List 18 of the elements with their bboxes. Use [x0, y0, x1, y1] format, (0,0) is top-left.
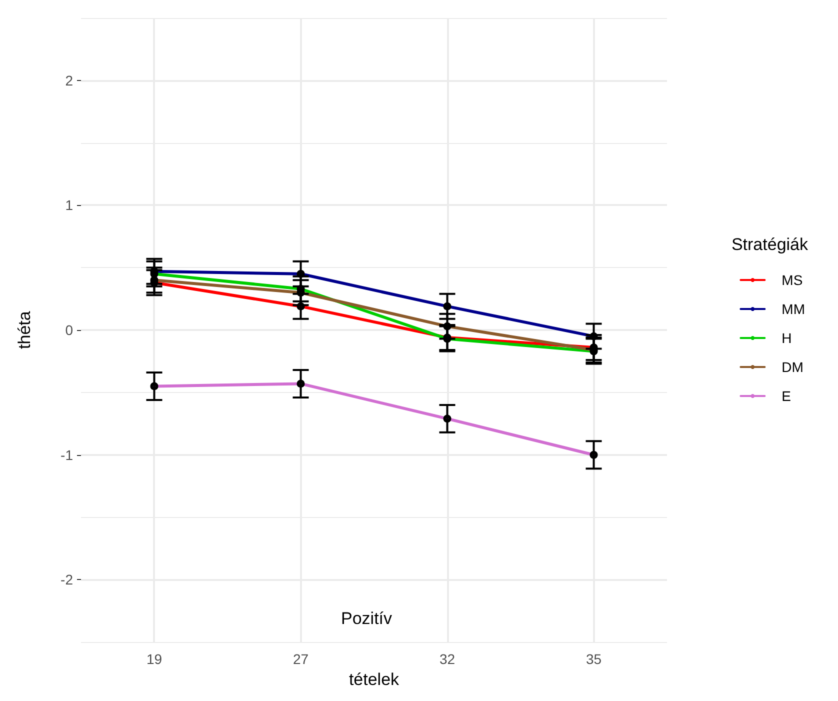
x-tick-label: 27 — [292, 651, 309, 668]
x-tick-label: 32 — [439, 651, 456, 668]
y-tick-label: 0 — [65, 322, 74, 338]
annotation: Pozitív — [341, 609, 393, 628]
legend-label: E — [782, 388, 792, 404]
y-tick-label: 2 — [65, 72, 74, 88]
y-tick-label: 1 — [65, 197, 74, 214]
legend-label: H — [782, 330, 792, 346]
x-tick-label: 19 — [146, 651, 162, 668]
legend-label: MS — [782, 272, 803, 288]
legend-label: MM — [782, 301, 806, 317]
legend-title: Stratégiák — [731, 235, 808, 254]
y-tick-label: -1 — [60, 446, 74, 463]
x-tick-label: 35 — [586, 651, 602, 668]
y-tick-label: -2 — [60, 572, 74, 588]
y-axis-title: théta — [15, 310, 34, 349]
legend-label: DM — [782, 359, 804, 375]
x-axis-title: tételek — [348, 670, 400, 689]
